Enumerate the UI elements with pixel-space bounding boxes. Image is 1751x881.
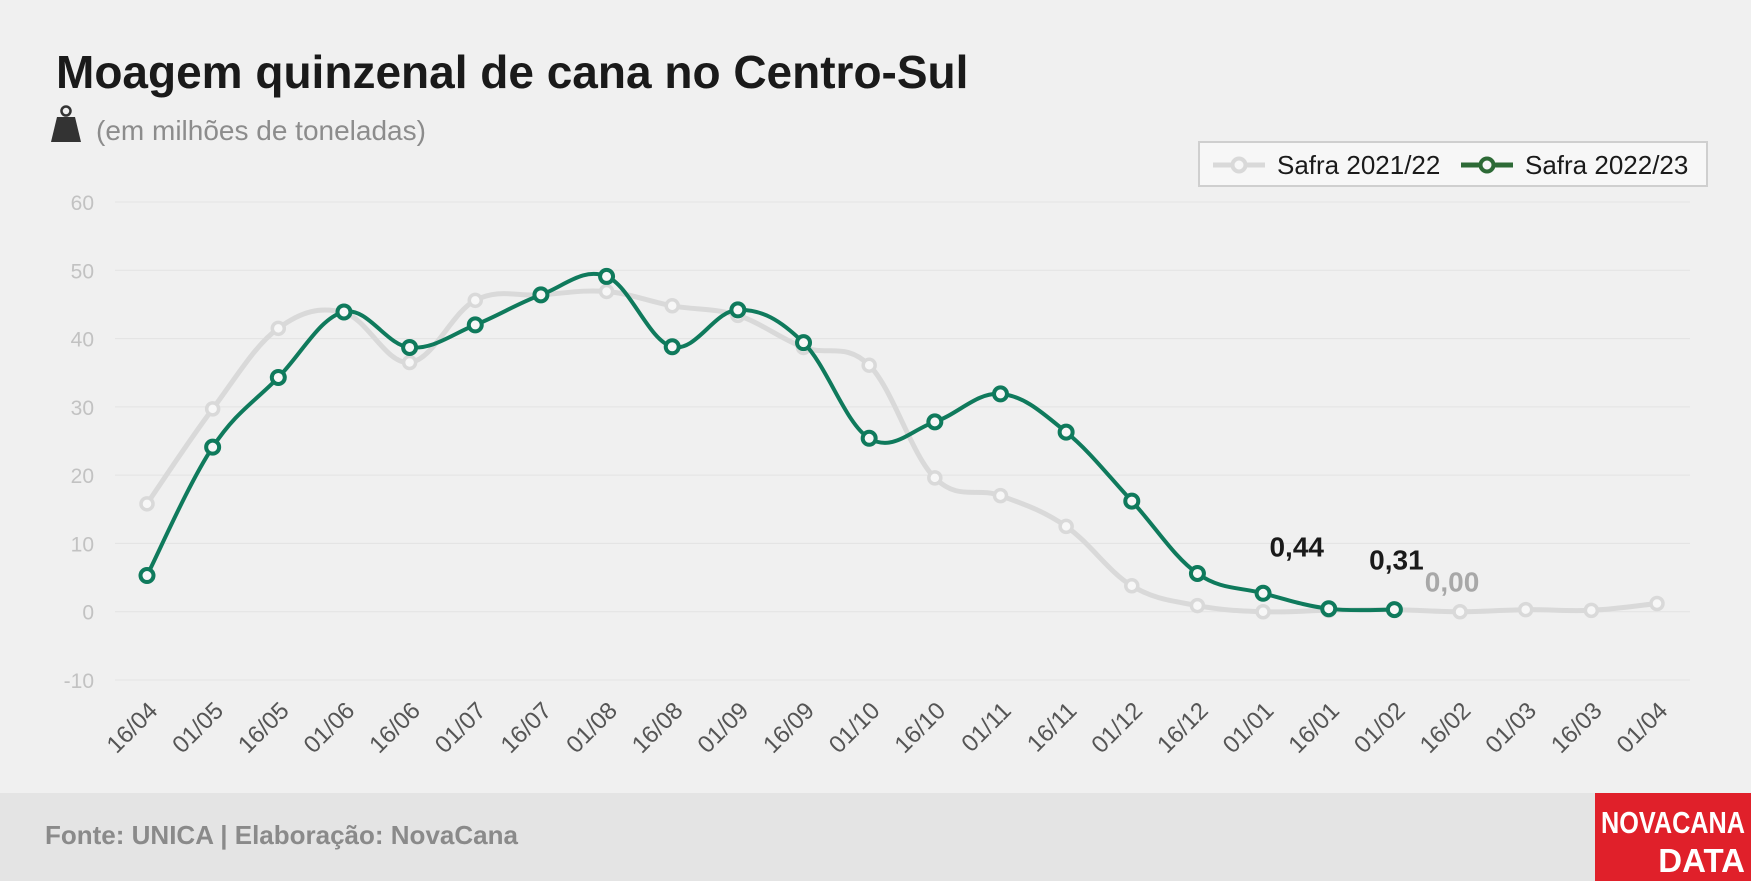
x-tick-label: 16/03 xyxy=(1546,697,1608,759)
x-axis: 16/04 01/05 16/05 01/06 16/06 01/07 16/07 01/08… xyxy=(102,697,1674,759)
x-tick-label: 16/02 xyxy=(1415,697,1477,759)
legend-item-safra-2022-23[interactable]: Safra 2022/23 xyxy=(1461,150,1688,180)
data-point[interactable] xyxy=(1583,602,1600,619)
y-tick-label: 0 xyxy=(82,602,94,625)
series-line xyxy=(144,288,1660,615)
y-tick-label: -10 xyxy=(64,670,94,693)
data-point[interactable] xyxy=(1385,601,1403,619)
x-tick-label: 16/12 xyxy=(1152,697,1214,759)
weight-icon xyxy=(51,105,81,142)
data-point[interactable] xyxy=(1057,423,1075,441)
x-tick-label: 01/03 xyxy=(1480,697,1542,759)
data-point[interactable] xyxy=(270,320,287,337)
x-tick-label: 16/01 xyxy=(1283,697,1345,759)
data-point[interactable] xyxy=(138,567,156,585)
data-point[interactable] xyxy=(1058,518,1074,535)
y-tick-label: 20 xyxy=(71,465,94,488)
plot-area xyxy=(138,267,1665,620)
page-title: Moagem quinzenal de cana no Centro-Sul xyxy=(56,46,968,98)
x-tick-label: 01/11 xyxy=(956,697,1016,757)
data-point[interactable] xyxy=(664,298,680,314)
x-tick-label: 01/05 xyxy=(167,697,229,759)
annotations: 0,44 0,310,00 xyxy=(1269,532,1479,598)
data-point[interactable] xyxy=(598,267,616,285)
x-tick-label: 16/10 xyxy=(890,697,952,759)
logo-line1: NOVACANA xyxy=(1601,805,1745,840)
logo-line2: DATA xyxy=(1658,842,1745,879)
data-point[interactable] xyxy=(269,368,287,386)
x-tick-label: 16/05 xyxy=(233,697,295,759)
data-point[interactable] xyxy=(926,413,944,431)
legend-item-safra-2021-22[interactable]: Safra 2021/22 xyxy=(1213,150,1440,180)
data-point[interactable] xyxy=(466,316,484,334)
x-tick-label: 16/08 xyxy=(627,697,689,759)
data-label: 0,44 xyxy=(1269,532,1324,563)
chart-subtitle: (em milhões de toneladas) xyxy=(96,115,426,146)
x-tick-label: 01/12 xyxy=(1086,697,1148,759)
data-point[interactable] xyxy=(1188,564,1206,582)
data-point[interactable] xyxy=(991,385,1009,403)
x-tick-label: 16/04 xyxy=(102,697,164,759)
x-tick-label: 01/02 xyxy=(1349,697,1411,759)
data-point[interactable] xyxy=(467,292,484,309)
x-tick-label: 16/07 xyxy=(496,697,558,759)
data-point[interactable] xyxy=(1649,595,1665,612)
x-tick-label: 01/09 xyxy=(693,697,755,759)
data-point[interactable] xyxy=(1255,603,1271,620)
data-point[interactable] xyxy=(1189,597,1206,614)
data-point[interactable] xyxy=(1123,492,1141,510)
grid xyxy=(115,201,1690,681)
legend: Safra 2021/22 Safra 2022/23 xyxy=(1198,141,1708,187)
legend-swatch-marker xyxy=(1230,156,1248,174)
y-tick-label: 10 xyxy=(71,533,94,556)
data-point[interactable] xyxy=(598,283,615,300)
data-point[interactable] xyxy=(927,470,943,486)
y-tick-label: 50 xyxy=(71,260,94,283)
data-label: 0,31 xyxy=(1369,545,1424,576)
data-point[interactable] xyxy=(860,429,878,447)
footer-source: Fonte: UNICA | Elaboração: NovaCana xyxy=(45,820,518,850)
y-tick-label: 40 xyxy=(71,329,94,352)
series-safra-2022-23 xyxy=(138,267,1403,619)
x-tick-label: 01/07 xyxy=(430,697,492,759)
x-tick-label: 01/01 xyxy=(1218,697,1280,759)
data-point[interactable] xyxy=(663,338,681,356)
data-point[interactable] xyxy=(401,354,418,371)
data-point[interactable] xyxy=(861,357,877,373)
x-tick-label: 16/09 xyxy=(758,697,820,759)
data-point[interactable] xyxy=(729,301,747,319)
y-axis: 60 50 40 30 20 10 0 -10 xyxy=(64,192,94,693)
data-label: 0,00 xyxy=(1425,567,1480,598)
x-tick-label: 01/10 xyxy=(824,697,886,759)
x-tick-label: 01/08 xyxy=(561,697,623,759)
novacana-data-logo[interactable]: NOVACANA DATA xyxy=(1595,793,1751,881)
logo-background xyxy=(1595,793,1751,881)
data-point[interactable] xyxy=(1517,601,1534,618)
x-tick-label: 01/04 xyxy=(1612,697,1674,759)
data-point[interactable] xyxy=(1124,578,1140,594)
footer-band xyxy=(0,793,1751,881)
data-point[interactable] xyxy=(1254,584,1272,602)
data-point[interactable] xyxy=(401,338,419,356)
data-point[interactable] xyxy=(204,438,222,456)
y-tick-label: 30 xyxy=(71,397,94,420)
series-line xyxy=(145,271,1397,613)
legend-box xyxy=(1198,141,1708,187)
data-point[interactable] xyxy=(204,401,221,417)
data-point[interactable] xyxy=(795,334,813,352)
y-tick-label: 60 xyxy=(71,192,94,215)
data-point[interactable] xyxy=(532,286,550,304)
data-point[interactable] xyxy=(992,487,1009,504)
data-point[interactable] xyxy=(1320,600,1338,618)
legend-swatch-marker xyxy=(1478,156,1496,174)
legend-label: Safra 2021/22 xyxy=(1277,150,1440,180)
data-point[interactable] xyxy=(335,303,353,321)
x-tick-label: 16/11 xyxy=(1022,697,1082,757)
data-point[interactable] xyxy=(139,496,155,512)
x-tick-label: 16/06 xyxy=(364,697,426,759)
data-point[interactable] xyxy=(1452,603,1468,620)
x-tick-label: 01/06 xyxy=(299,697,361,759)
legend-label: Safra 2022/23 xyxy=(1525,150,1688,180)
